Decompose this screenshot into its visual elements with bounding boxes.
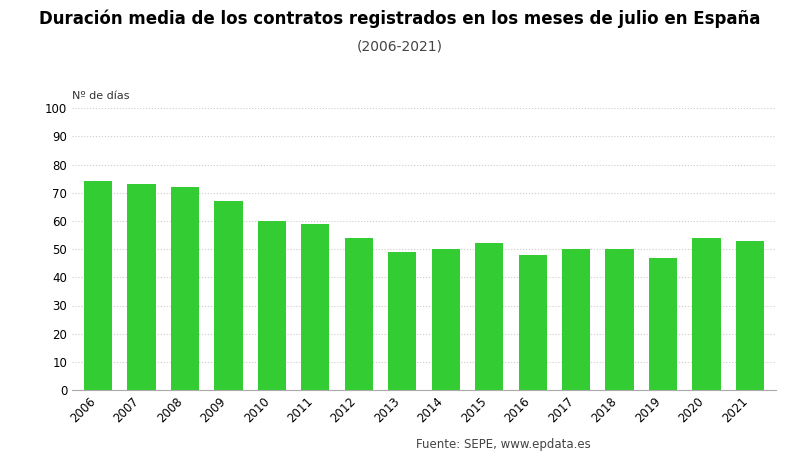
Bar (562, 249, 590, 390)
Bar (127, 184, 156, 390)
Text: (2006-2021): (2006-2021) (357, 40, 443, 54)
Text: Nº de días: Nº de días (72, 91, 130, 101)
Bar (388, 252, 416, 390)
Bar (84, 181, 112, 390)
Bar (518, 255, 546, 390)
Bar (649, 258, 677, 390)
Bar (214, 201, 242, 390)
Text: Fuente: SEPE, www.epdata.es: Fuente: SEPE, www.epdata.es (416, 438, 590, 451)
Bar (736, 241, 764, 390)
Bar (606, 249, 634, 390)
Bar (345, 238, 373, 390)
Bar (475, 243, 503, 390)
Text: Duración media de los contratos registrados en los meses de julio en España: Duración media de los contratos registra… (39, 9, 761, 28)
Bar (302, 224, 330, 390)
Bar (692, 238, 721, 390)
Bar (258, 221, 286, 390)
Bar (432, 249, 460, 390)
Bar (171, 187, 199, 390)
